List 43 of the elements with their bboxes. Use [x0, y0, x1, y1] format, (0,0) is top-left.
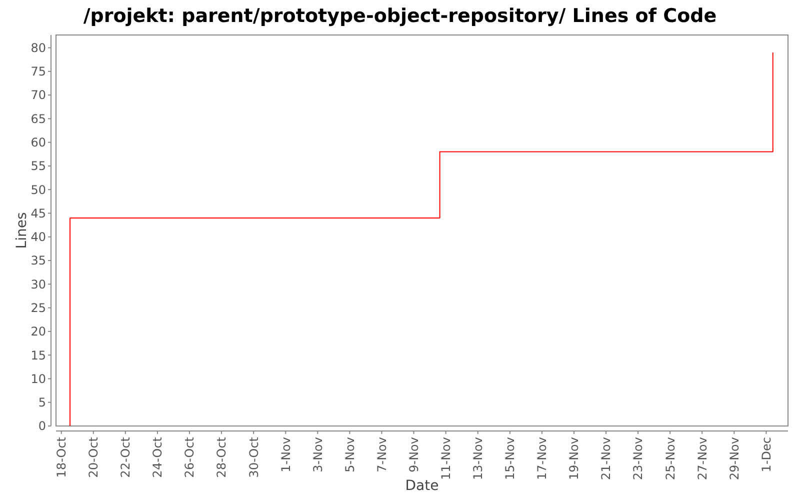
y-tick-label: 75 [30, 64, 46, 79]
x-tick-label: 20-Oct [86, 436, 101, 478]
x-tick-label: 1-Nov [278, 437, 293, 472]
x-tick-label: 21-Nov [599, 437, 614, 480]
x-tick-label: 25-Nov [663, 437, 678, 480]
y-tick-label: 45 [30, 206, 46, 220]
x-tick-label: 22-Oct [118, 436, 133, 478]
y-tick-label: 35 [30, 254, 46, 268]
x-tick-label: 30-Oct [246, 436, 261, 478]
x-tick-label: 13-Nov [471, 437, 486, 480]
x-tick-label: 3-Nov [310, 437, 325, 472]
y-tick-label: 80 [30, 40, 46, 55]
y-tick-label: 30 [30, 277, 46, 292]
y-tick-label: 25 [30, 301, 46, 315]
y-tick-label: 60 [30, 136, 46, 150]
x-tick-label: 15-Nov [503, 437, 518, 480]
y-tick-label: 50 [30, 182, 46, 197]
x-tick-label: 7-Nov [374, 437, 389, 472]
y-tick-label: 0 [38, 419, 46, 434]
x-tick-label: 24-Oct [150, 436, 165, 478]
x-tick-label: 5-Nov [342, 437, 357, 472]
y-tick-label: 20 [30, 324, 46, 339]
y-tick-label: 65 [30, 112, 46, 126]
x-tick-label: 28-Oct [214, 436, 229, 478]
x-tick-label: 18-Oct [54, 436, 69, 478]
y-tick-label: 10 [30, 372, 46, 386]
y-tick-label: 55 [30, 159, 46, 174]
y-axis-title: Lines [14, 212, 30, 249]
y-tick-label: 5 [38, 396, 46, 410]
x-axis-title: Date [405, 478, 439, 494]
y-tick-label: 40 [30, 230, 46, 244]
y-tick-label: 70 [30, 88, 46, 102]
x-tick-label: 26-Oct [182, 436, 197, 478]
x-tick-label: 11-Nov [439, 437, 454, 480]
x-tick-label: 1-Dec [759, 437, 774, 472]
x-tick-label: 17-Nov [535, 437, 550, 480]
x-tick-label: 27-Nov [695, 437, 710, 480]
x-tick-label: 19-Nov [567, 437, 582, 480]
x-tick-label: 9-Nov [406, 437, 421, 472]
chart-title: /projekt: parent/prototype-object-repository/ Lines of Code [83, 5, 717, 27]
x-tick-label: 29-Nov [727, 437, 742, 480]
y-tick-label: 15 [30, 348, 46, 362]
x-tick-label: 23-Nov [631, 437, 646, 480]
